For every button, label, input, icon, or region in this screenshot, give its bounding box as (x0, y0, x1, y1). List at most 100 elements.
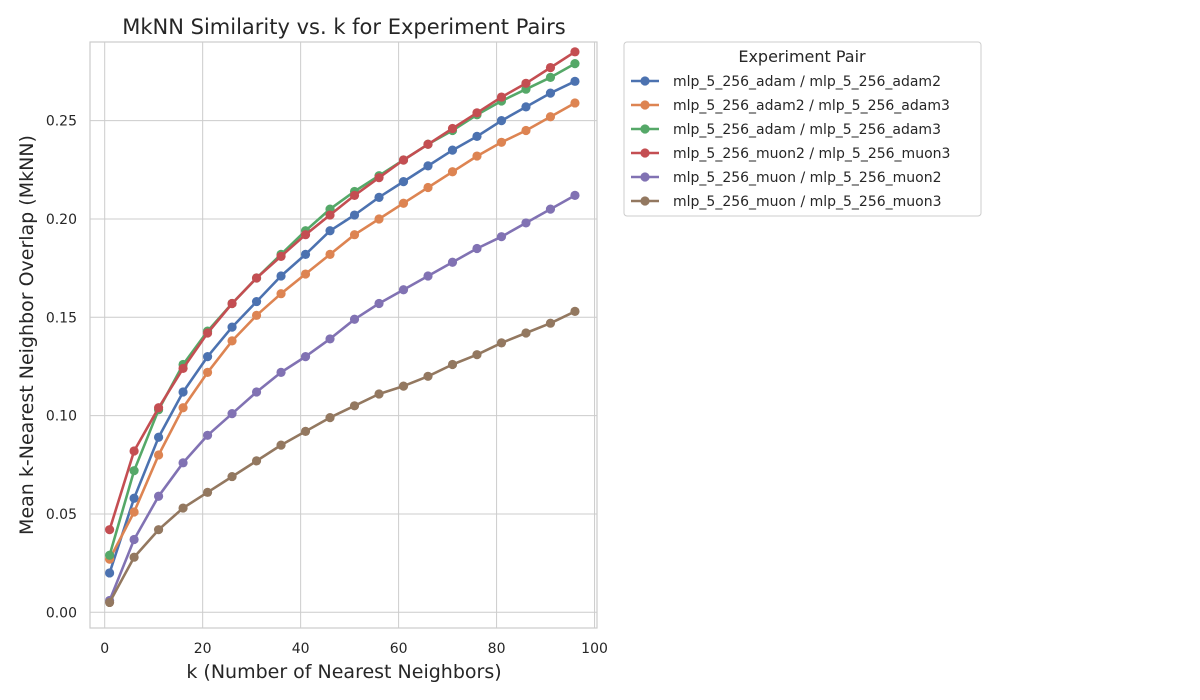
data-point (300, 426, 311, 436)
data-point (496, 116, 507, 126)
data-point (570, 190, 580, 200)
x-tick-label: 40 (292, 641, 310, 657)
data-point (202, 367, 213, 377)
data-point (521, 102, 531, 112)
legend-title: Experiment Pair (738, 47, 866, 66)
data-point (178, 458, 188, 468)
data-point (423, 139, 433, 149)
plot-background (90, 42, 597, 628)
legend: Experiment Pair mlp_5_256_adam / mlp_5_2… (623, 41, 982, 217)
legend-frame (623, 41, 982, 217)
x-tick-label: 0 (100, 641, 109, 657)
data-point (570, 98, 580, 108)
data-point (153, 432, 164, 442)
data-point (104, 568, 115, 578)
data-point (153, 403, 164, 413)
data-point (104, 597, 115, 608)
x-tick-label: 20 (194, 641, 212, 657)
x-tick-label: 80 (488, 641, 506, 657)
data-point (276, 440, 286, 450)
data-point (227, 471, 237, 482)
data-point (423, 371, 433, 381)
plot-frame (89, 41, 598, 629)
data-point (129, 507, 139, 517)
data-point (545, 112, 556, 122)
data-point (447, 145, 458, 155)
data-point (349, 190, 360, 200)
y-tick-label: 0.25 (46, 114, 77, 130)
data-point (178, 403, 188, 413)
legend-marker (640, 100, 650, 110)
data-point (153, 491, 164, 501)
legend-marker (640, 76, 650, 86)
data-point (447, 167, 458, 177)
data-point (374, 192, 384, 202)
data-point (545, 88, 556, 98)
data-point (104, 550, 115, 560)
data-point (423, 161, 433, 171)
data-point (325, 226, 335, 236)
data-point (202, 328, 213, 338)
data-point (545, 204, 556, 214)
data-point (129, 552, 139, 562)
data-point (276, 367, 286, 377)
data-point (398, 177, 409, 187)
x-axis-ticks: 0 20 40 60 80 100 (100, 641, 608, 657)
legend-label: mlp_5_256_adam2 / mlp_5_256_adam3 (673, 98, 950, 114)
data-point (104, 525, 115, 535)
data-point (251, 456, 262, 466)
legend-label: mlp_5_256_adam / mlp_5_256_adam3 (673, 122, 941, 138)
data-point (227, 322, 237, 332)
data-point (227, 409, 237, 419)
data-point (153, 450, 164, 460)
data-point (178, 503, 188, 513)
data-point (202, 487, 213, 497)
legend-items: mlp_5_256_adam / mlp_5_256_adam2 mlp_5_25… (631, 74, 950, 210)
series-line (108, 101, 577, 561)
chart-title: MkNN Similarity vs. k for Experiment Pai… (122, 15, 565, 39)
x-tick-label: 60 (390, 641, 408, 657)
data-point (251, 273, 262, 283)
data-point (129, 534, 139, 545)
legend-label: mlp_5_256_adam / mlp_5_256_adam2 (673, 74, 941, 90)
data-point (472, 243, 482, 254)
y-axis-label: Mean k-Nearest Neighbor Overlap (MkNN) (16, 135, 38, 535)
data-point (349, 210, 360, 220)
data-point (545, 318, 556, 328)
y-axis-ticks: 0.00 0.05 0.10 0.15 0.20 0.25 (46, 114, 77, 622)
data-point (398, 198, 409, 208)
y-tick-label: 0.05 (46, 507, 77, 523)
data-point (374, 389, 384, 399)
data-point (276, 251, 286, 261)
data-point (276, 289, 286, 299)
x-axis-label: k (Number of Nearest Neighbors) (186, 661, 501, 683)
data-point (447, 359, 458, 370)
data-point (300, 269, 311, 279)
data-point (349, 230, 360, 240)
data-point (472, 108, 482, 118)
series-5 (104, 190, 580, 606)
series-line (108, 50, 577, 532)
data-point (129, 446, 139, 456)
series-6 (104, 306, 580, 608)
legend-marker (640, 124, 650, 134)
data-point (349, 401, 360, 411)
legend-item: mlp_5_256_muon / mlp_5_256_muon3 (631, 194, 942, 210)
data-point (202, 430, 213, 440)
series-line (108, 62, 577, 557)
data-point (325, 412, 335, 423)
series-4 (104, 47, 580, 535)
data-point (227, 336, 237, 346)
data-point (521, 125, 531, 136)
series-layer (104, 47, 580, 608)
data-point (521, 78, 531, 88)
data-point (374, 214, 384, 224)
data-point (545, 72, 556, 82)
legend-item: mlp_5_256_adam / mlp_5_256_adam3 (631, 122, 941, 138)
data-point (545, 62, 556, 73)
data-point (178, 387, 188, 397)
data-point (276, 271, 286, 281)
data-point (570, 59, 580, 69)
y-tick-label: 0.00 (46, 605, 77, 621)
